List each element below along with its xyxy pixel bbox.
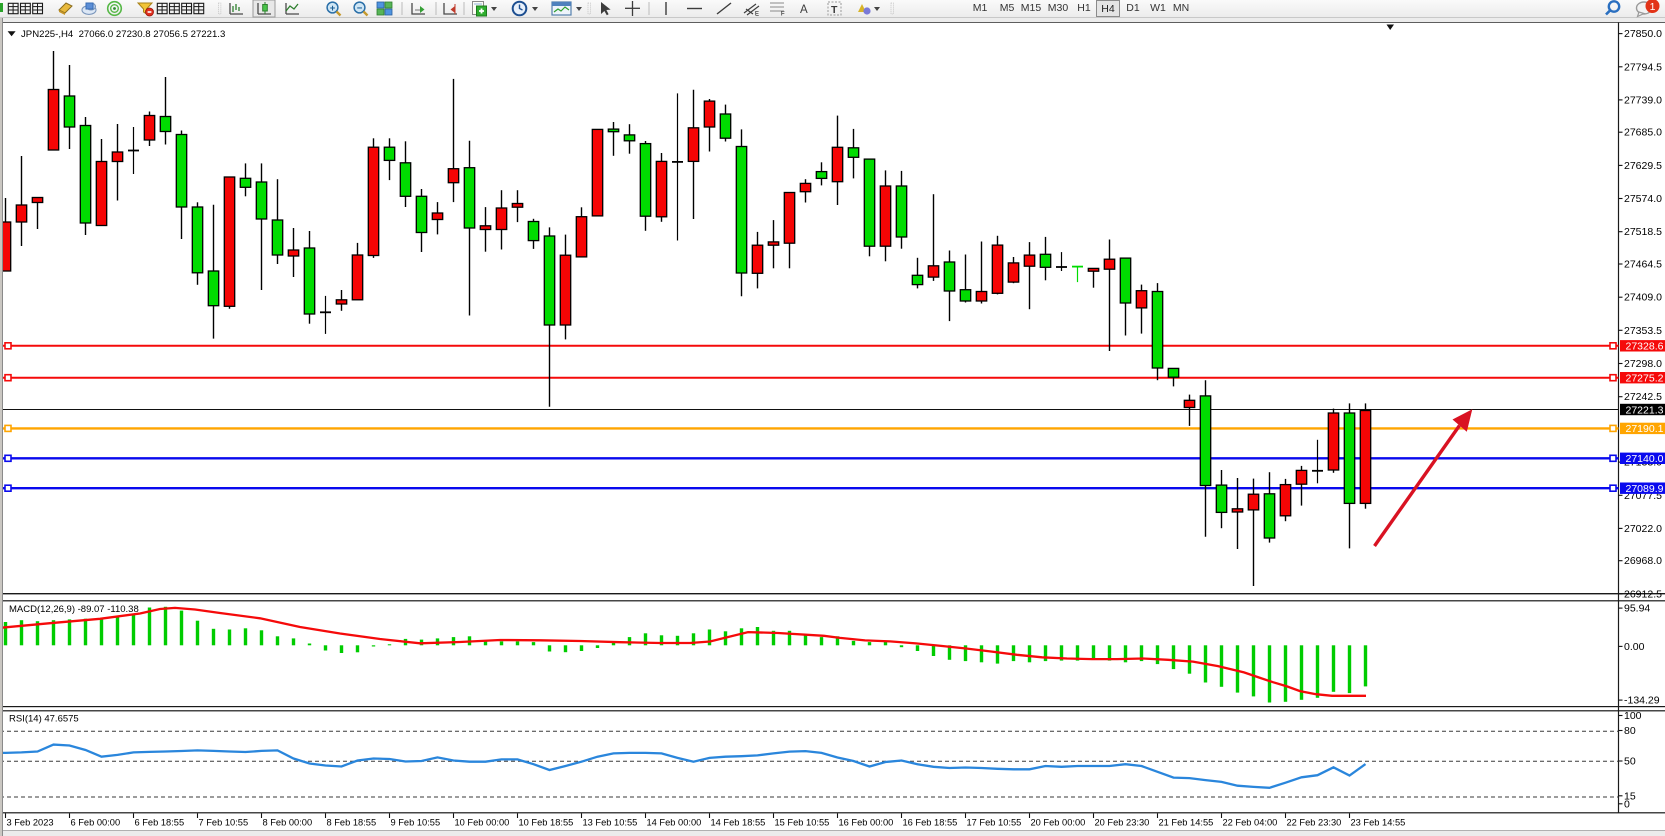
svg-text:8 Feb 18:55: 8 Feb 18:55 xyxy=(327,818,377,828)
svg-text:27353.5: 27353.5 xyxy=(1624,325,1662,337)
svg-text:13 Feb 10:55: 13 Feb 10:55 xyxy=(583,818,638,828)
svg-text:22 Feb 23:30: 22 Feb 23:30 xyxy=(1287,818,1342,828)
svg-text:27022.0: 27022.0 xyxy=(1624,523,1662,535)
svg-text:27275.2: 27275.2 xyxy=(1626,373,1664,385)
svg-text:9 Feb 10:55: 9 Feb 10:55 xyxy=(391,818,441,828)
svg-text:20 Feb 23:30: 20 Feb 23:30 xyxy=(1095,818,1150,828)
svg-text:MACD(12,26,9) -89.07 -110.38: MACD(12,26,9) -89.07 -110.38 xyxy=(9,604,139,615)
svg-text:10 Feb 00:00: 10 Feb 00:00 xyxy=(455,818,510,828)
svg-text:20 Feb 00:00: 20 Feb 00:00 xyxy=(1031,818,1086,828)
svg-text:27242.5: 27242.5 xyxy=(1624,391,1662,403)
svg-text:27464.5: 27464.5 xyxy=(1624,259,1662,271)
svg-text:A: A xyxy=(800,4,808,16)
svg-text:27140.0: 27140.0 xyxy=(1626,453,1664,465)
svg-text:21 Feb 14:55: 21 Feb 14:55 xyxy=(1159,818,1214,828)
svg-text:15 Feb 10:55: 15 Feb 10:55 xyxy=(775,818,830,828)
svg-text:27089.9: 27089.9 xyxy=(1626,483,1664,495)
svg-text:26912.5: 26912.5 xyxy=(1624,588,1662,600)
svg-text:14 Feb 00:00: 14 Feb 00:00 xyxy=(647,818,702,828)
svg-text:14 Feb 18:55: 14 Feb 18:55 xyxy=(711,818,766,828)
svg-text:27850.0: 27850.0 xyxy=(1624,28,1662,40)
svg-text:7 Feb 10:55: 7 Feb 10:55 xyxy=(199,818,249,828)
svg-text:50: 50 xyxy=(1624,756,1636,768)
svg-text:27574.0: 27574.0 xyxy=(1624,193,1662,205)
svg-text:23 Feb 14:55: 23 Feb 14:55 xyxy=(1351,818,1406,828)
svg-text:1: 1 xyxy=(1650,1,1656,13)
svg-text:16 Feb 18:55: 16 Feb 18:55 xyxy=(903,818,958,828)
svg-text:27685.0: 27685.0 xyxy=(1624,127,1662,139)
svg-text:−: − xyxy=(357,3,363,14)
svg-text:3 Feb 2023: 3 Feb 2023 xyxy=(7,818,54,828)
svg-text:27409.0: 27409.0 xyxy=(1624,292,1662,304)
svg-text:22 Feb 04:00: 22 Feb 04:00 xyxy=(1223,818,1278,828)
svg-text:0.00: 0.00 xyxy=(1624,641,1645,653)
svg-text:27298.0: 27298.0 xyxy=(1624,358,1662,370)
svg-text:6 Feb 18:55: 6 Feb 18:55 xyxy=(135,818,185,828)
svg-text:15: 15 xyxy=(1624,790,1636,802)
svg-text:27190.1: 27190.1 xyxy=(1626,423,1664,435)
svg-text:T: T xyxy=(831,4,838,16)
svg-text:95.94: 95.94 xyxy=(1624,603,1650,615)
svg-text:16 Feb 00:00: 16 Feb 00:00 xyxy=(839,818,894,828)
svg-text:17 Feb 10:55: 17 Feb 10:55 xyxy=(967,818,1022,828)
svg-text:27328.6: 27328.6 xyxy=(1626,341,1664,353)
svg-text:27629.5: 27629.5 xyxy=(1624,160,1662,172)
svg-text:27518.5: 27518.5 xyxy=(1624,226,1662,238)
svg-text:100: 100 xyxy=(1624,710,1642,722)
svg-text:-134.29: -134.29 xyxy=(1624,695,1660,707)
svg-text:+: + xyxy=(330,3,336,14)
svg-text:27794.5: 27794.5 xyxy=(1624,61,1662,73)
svg-text:26968.0: 26968.0 xyxy=(1624,555,1662,567)
svg-text:6 Feb 00:00: 6 Feb 00:00 xyxy=(71,818,121,828)
svg-text:8 Feb 00:00: 8 Feb 00:00 xyxy=(263,818,313,828)
svg-text:27739.0: 27739.0 xyxy=(1624,94,1662,106)
svg-text:F: F xyxy=(781,12,785,18)
svg-text:RSI(14) 47.6575: RSI(14) 47.6575 xyxy=(9,714,79,725)
svg-text:E: E xyxy=(755,12,759,18)
svg-text:80: 80 xyxy=(1624,725,1636,737)
svg-text:27221.3: 27221.3 xyxy=(1626,404,1664,416)
svg-text:10 Feb 18:55: 10 Feb 18:55 xyxy=(519,818,574,828)
svg-text:0: 0 xyxy=(1624,798,1630,810)
svg-text:JPN225-,H4 27066.0 27230.8 27: JPN225-,H4 27066.0 27230.8 27056.5 27221… xyxy=(21,29,225,40)
